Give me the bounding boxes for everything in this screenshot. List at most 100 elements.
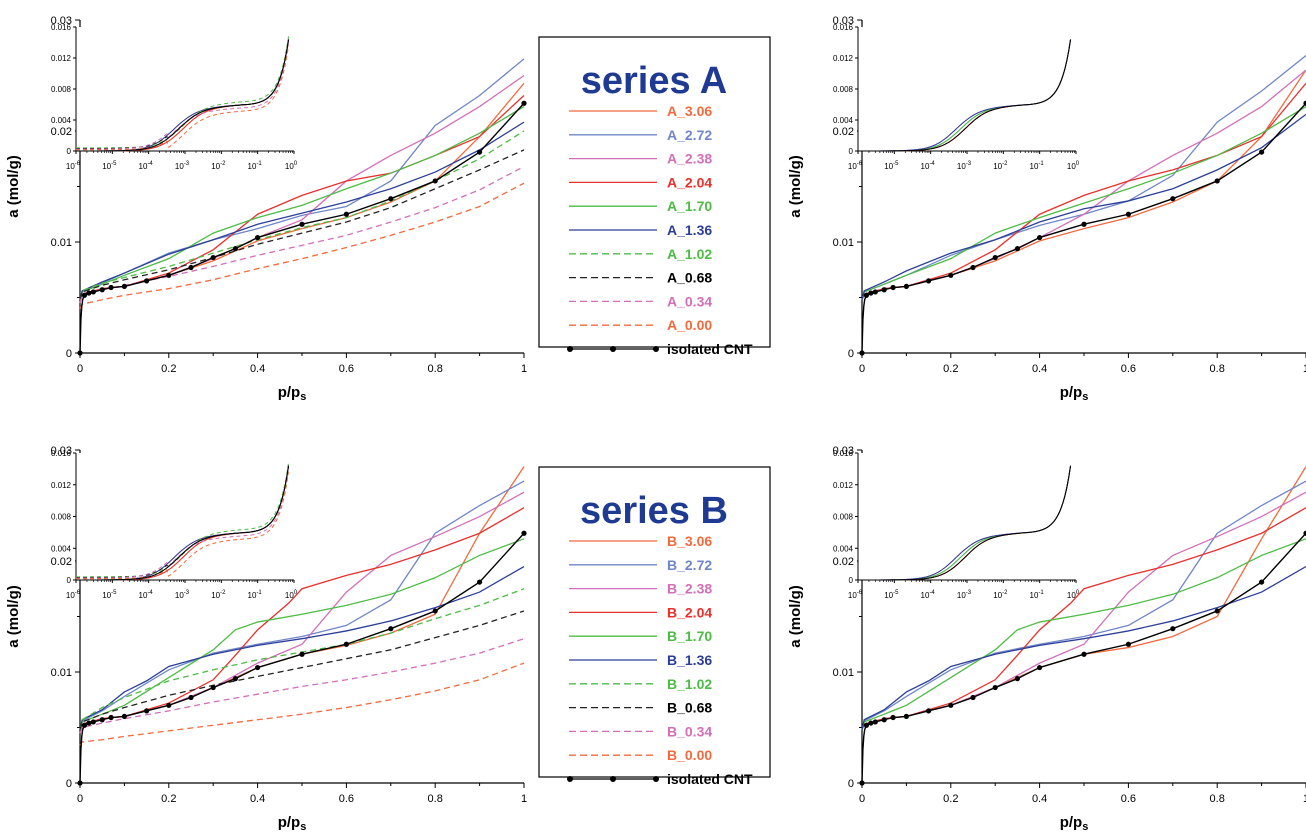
inset-x-tick-exponent: 0 (294, 590, 298, 596)
x-tick-label: 0.6 (339, 363, 354, 375)
y-tick-label: 0.02 (833, 126, 854, 138)
inset-x-tick-exponent: -4 (929, 590, 935, 596)
legend-entry-label: B_2.38 (667, 581, 712, 597)
x-axis-label-sub: s (300, 391, 306, 403)
x-tick-label: 0.4 (250, 793, 265, 805)
inset-x-tick-label: 10-4 (921, 590, 936, 600)
data-point-isolated-cnt (90, 719, 96, 725)
inset-y-tick-label: 0.012 (51, 481, 72, 490)
x-axis-label: p/ps (278, 384, 307, 403)
x-axis-label-sub: s (1082, 391, 1088, 403)
data-point-isolated-cnt (970, 694, 976, 701)
inset-x-tick-label: 10-1 (248, 590, 263, 600)
data-point-isolated-cnt (868, 720, 874, 726)
series-line-A_1.70 (79, 106, 525, 300)
legend-entry-label: A_3.06 (667, 103, 712, 119)
data-point-isolated-cnt (108, 284, 114, 291)
inset-background (76, 27, 294, 151)
data-point-isolated-cnt (1081, 651, 1087, 657)
data-point-isolated-cnt (881, 287, 887, 293)
panel-d: 0 0.2 0.4 0.6 0.8 1 0 0.01 0.02 0.03 p/ps a (mol/g)… (787, 445, 1306, 833)
inset-x-tick-label: 100 (285, 161, 298, 171)
legend-entry-label: isolated CNT (667, 341, 753, 357)
series-line-B_0.34 (79, 638, 525, 734)
inset-x-tick-label: 100 (1067, 161, 1080, 171)
legend-entry-label: B_1.70 (667, 628, 712, 644)
data-point-isolated-cnt (1125, 211, 1131, 217)
y-tick-label: 0.03 (51, 15, 72, 27)
x-tick-label: 0.8 (1210, 363, 1225, 375)
inset-x-tick-exponent: -2 (1002, 590, 1008, 596)
x-tick-label: 0.2 (161, 793, 176, 805)
data-point-isolated-cnt (121, 283, 127, 289)
inset-y-tick-label: 0 (67, 576, 72, 585)
y-tick-label: 0.03 (833, 445, 854, 457)
inset-x-tick-label: 10-3 (175, 161, 190, 171)
y-tick-label: 0.01 (833, 237, 854, 249)
x-tick-label: 0.8 (1210, 793, 1225, 805)
inset-y-tick-label: 0.016 (51, 449, 72, 458)
data-point-isolated-cnt (81, 722, 88, 728)
y-tick-label: 0 (848, 778, 854, 790)
inset-x-tick-exponent: 0 (1076, 161, 1080, 167)
x-tick-label: 0.2 (943, 363, 958, 375)
inset-y-tick-label: 0.016 (51, 23, 72, 32)
x-tick-label: 0 (859, 793, 865, 805)
inset-x-tick-label: 10-4 (139, 161, 154, 171)
inset-x-tick-exponent: -1 (1038, 161, 1044, 167)
legend-title: series B (580, 490, 728, 532)
x-tick-label: 0.4 (1032, 363, 1047, 375)
data-point-isolated-cnt (121, 713, 127, 720)
legend-entry-label: A_1.02 (667, 246, 712, 262)
data-point-isolated-cnt (1037, 234, 1043, 241)
y-axis-label: a (mol/g) (5, 155, 22, 218)
inset-series-isolated CNT (857, 39, 1072, 152)
inset-series-A_0.00 (75, 45, 290, 151)
inset-x-tick-exponent: -2 (220, 590, 226, 596)
data-point-isolated-cnt (859, 780, 865, 786)
series-line-B_1.70 (861, 538, 1306, 730)
data-point-isolated-cnt (166, 702, 172, 708)
inset-series-isolated CNT (75, 465, 290, 581)
series-line-B_2.72 (79, 480, 525, 730)
data-point-isolated-cnt (1170, 626, 1176, 632)
inset-background (858, 27, 1076, 151)
inset-y-tick-label: 0.004 (51, 116, 72, 125)
x-tick-label: 0 (77, 363, 83, 375)
data-point-isolated-cnt (1014, 676, 1021, 682)
inset-y-tick-label: 0.012 (833, 481, 854, 490)
x-tick-label: 0.6 (339, 793, 354, 805)
inset-x-tick-exponent: -4 (147, 590, 153, 596)
x-axis-label: p/ps (1060, 814, 1089, 833)
legend-entry-label: A_1.70 (667, 198, 712, 214)
data-point-isolated-cnt (343, 641, 349, 647)
data-point-isolated-cnt (1081, 221, 1087, 227)
series-line-A_0.34 (79, 165, 525, 304)
legend-title: series A (581, 60, 727, 102)
legend-entry-label: B_1.02 (667, 676, 712, 692)
inset-y-tick-label: 0.008 (833, 513, 854, 522)
series-line-A_1.70 (861, 106, 1306, 300)
inset-x-tick-exponent: -3 (966, 161, 972, 167)
legend-box (538, 36, 771, 348)
data-point-isolated-cnt (890, 714, 896, 721)
y-tick-label: 0.01 (51, 667, 72, 679)
panel-a: 0 0.2 0.4 0.6 0.8 1 0 0.01 0.02 0.03 p/ps a (mol/g)… (5, 15, 527, 403)
data-point-isolated-cnt (859, 350, 865, 356)
data-point-isolated-cnt (255, 234, 261, 241)
inset-background (76, 453, 294, 580)
legend-entry-label: B_0.34 (667, 723, 712, 739)
data-point-isolated-cnt (926, 708, 932, 714)
inset-x-tick-exponent: -5 (893, 161, 899, 167)
series-line-A_1.36 (861, 113, 1306, 300)
y-tick-label: 0 (848, 348, 854, 360)
series-line-B_1.36 (79, 565, 525, 730)
inset-x-tick-exponent: 0 (294, 161, 298, 167)
legend-marker (653, 346, 659, 352)
inset-x-tick-label: 10-6 (66, 161, 81, 171)
inset-y-tick-label: 0 (849, 147, 854, 156)
inset-x-tick-exponent: -4 (929, 161, 935, 167)
legend-entry-label: B_2.04 (667, 604, 712, 620)
inset-x-tick-exponent: -5 (111, 590, 117, 596)
legend-marker (610, 346, 616, 352)
